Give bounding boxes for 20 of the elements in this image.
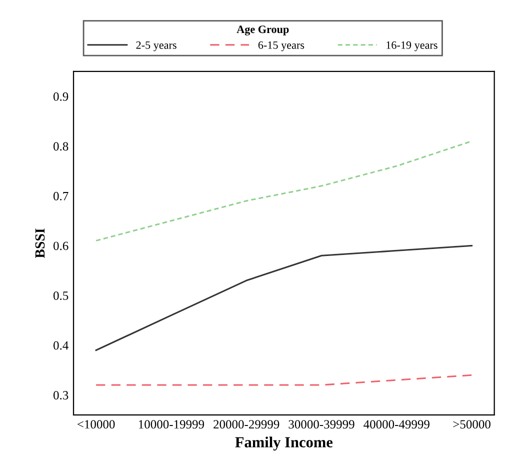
y-axis-title: BSSI <box>35 228 45 258</box>
legend-title: Age Group <box>236 26 289 36</box>
y-tick-label: 0.6 <box>54 242 68 250</box>
y-tick-label: 0.8 <box>54 142 68 151</box>
x-tick-label: 40000-49999 <box>364 420 430 429</box>
legend-label: 2-5 years <box>136 41 176 52</box>
y-tick-label: 0.3 <box>54 391 68 400</box>
legend-label: 16-19 years <box>386 41 438 52</box>
line-series <box>95 244 473 351</box>
y-tick-label: 0.7 <box>54 192 68 200</box>
x-tick-label: 10000-19999 <box>138 420 204 429</box>
x-axis-title: Family Income <box>235 436 333 451</box>
y-tick-label: 0.5 <box>54 291 68 300</box>
y-tick-label: 0.9 <box>54 92 68 101</box>
x-tick-label: >50000 <box>453 420 490 429</box>
y-tick-label: 0.4 <box>54 341 68 350</box>
x-tick-label: 20000-29999 <box>214 420 280 429</box>
x-tick-label: 30000-39999 <box>288 420 354 429</box>
legend-label: 6-15 years <box>258 41 304 52</box>
x-tick-label: <10000 <box>78 420 115 429</box>
